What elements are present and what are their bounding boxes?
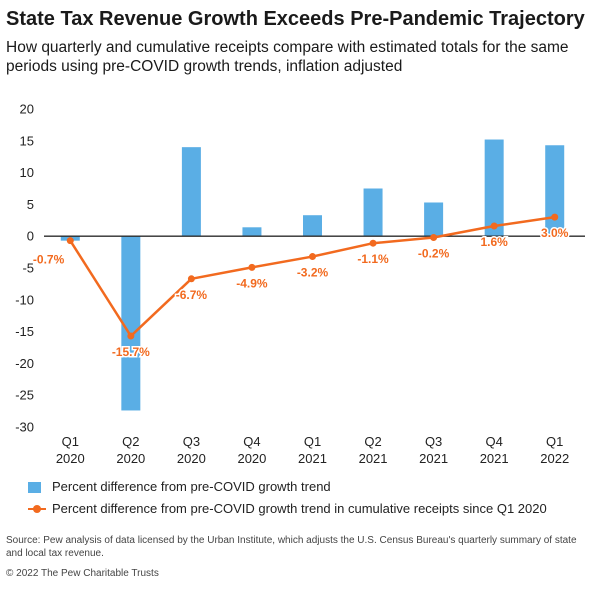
- x-tick-label: 2020: [116, 451, 145, 466]
- bar: [484, 139, 504, 237]
- x-tick-label: 2020: [56, 451, 85, 466]
- x-tick-label: Q2: [122, 434, 139, 449]
- x-tick-label: Q3: [425, 434, 442, 449]
- y-tick-label: -10: [15, 292, 34, 307]
- line-point: [248, 263, 256, 271]
- x-tick-label: Q1: [62, 434, 79, 449]
- y-tick-label: -30: [15, 420, 34, 435]
- data-label: 3.0%: [541, 226, 569, 240]
- line-point: [309, 253, 316, 261]
- x-tick-label: 2020: [177, 451, 206, 466]
- legend-label-bars: Percent difference from pre-COVID growth…: [52, 479, 331, 494]
- copyright: © 2022 The Pew Charitable Trusts: [6, 568, 159, 579]
- data-label: -15.7%: [112, 345, 150, 359]
- bar: [363, 188, 383, 237]
- line-point: [187, 275, 195, 283]
- data-label: -0.7%: [33, 253, 65, 267]
- bar: [424, 202, 444, 237]
- y-tick-label: 15: [20, 133, 34, 148]
- x-tick-label: Q3: [183, 434, 200, 449]
- y-tick-label: -15: [15, 324, 34, 339]
- x-tick-label: 2021: [419, 451, 448, 466]
- y-tick-label: 20: [20, 102, 34, 117]
- line-point: [66, 237, 74, 245]
- y-tick-label: 10: [20, 165, 34, 180]
- x-tick-label: 2020: [237, 451, 266, 466]
- legend-swatch-dot: [33, 505, 41, 513]
- x-tick-label: 2021: [359, 451, 388, 466]
- line-point: [490, 222, 498, 230]
- chart-title: State Tax Revenue Growth Exceeds Pre-Pan…: [6, 8, 585, 30]
- x-tick-label: Q4: [485, 434, 502, 449]
- line-point: [551, 213, 559, 221]
- bar: [303, 215, 322, 237]
- y-tick-label: -5: [22, 261, 34, 276]
- data-label: -0.2%: [418, 246, 450, 260]
- x-tick-label: Q4: [243, 434, 260, 449]
- bar: [242, 227, 262, 237]
- y-tick-label: 5: [27, 197, 34, 212]
- bar: [181, 147, 201, 237]
- x-tick-label: 2021: [298, 451, 327, 466]
- data-label: -6.7%: [176, 288, 208, 302]
- x-tick-label: 2022: [540, 451, 569, 466]
- x-tick-label: Q1: [304, 434, 321, 449]
- legend-swatch-bars: [28, 482, 41, 493]
- data-label: 1.6%: [480, 235, 508, 249]
- source-note: Source: Pew analysis of data licensed by…: [6, 535, 577, 559]
- y-tick-label: -20: [15, 356, 34, 371]
- bar: [121, 236, 141, 411]
- y-tick-label: -25: [15, 388, 34, 403]
- legend-label-line: Percent difference from pre-COVID growth…: [52, 501, 547, 516]
- combo-chart: 20 15 10 5 0 -5 -10 -15 -20 -25 -30 -0.7% -15.7% -6.7…: [15, 102, 585, 466]
- x-tick-label: Q1: [546, 434, 563, 449]
- line-point: [430, 233, 438, 241]
- line-point: [369, 239, 377, 247]
- data-label: -1.1%: [357, 252, 389, 266]
- data-label: -4.9%: [236, 276, 268, 290]
- x-tick-label: 2021: [480, 451, 509, 466]
- chart-subtitle: How quarterly and cumulative receipts co…: [6, 39, 569, 75]
- data-label: -3.2%: [297, 266, 329, 280]
- bar: [545, 145, 565, 237]
- line-point: [127, 332, 135, 340]
- x-tick-label: Q2: [364, 434, 381, 449]
- y-tick-label: 0: [27, 229, 34, 244]
